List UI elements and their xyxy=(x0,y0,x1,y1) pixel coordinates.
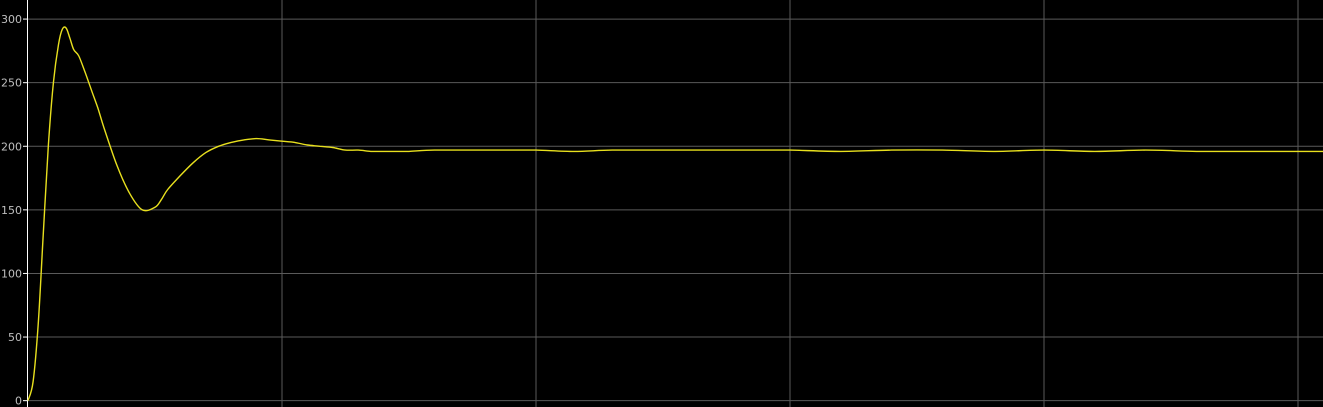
y-tick-labels: 0 50 100 150 200 250 300 xyxy=(1,13,22,407)
y-axis xyxy=(23,0,28,407)
grid xyxy=(28,0,1323,407)
signal-trace xyxy=(27,26,1323,401)
y-tick-label: 100 xyxy=(1,267,22,280)
y-tick-label: 150 xyxy=(1,204,22,217)
y-tick-label: 0 xyxy=(15,395,22,407)
series-line xyxy=(27,26,1323,401)
y-tick-label: 200 xyxy=(1,140,22,153)
y-tick-label: 300 xyxy=(1,13,22,26)
y-tick-label: 50 xyxy=(8,331,22,344)
y-tick-label: 250 xyxy=(1,77,22,90)
